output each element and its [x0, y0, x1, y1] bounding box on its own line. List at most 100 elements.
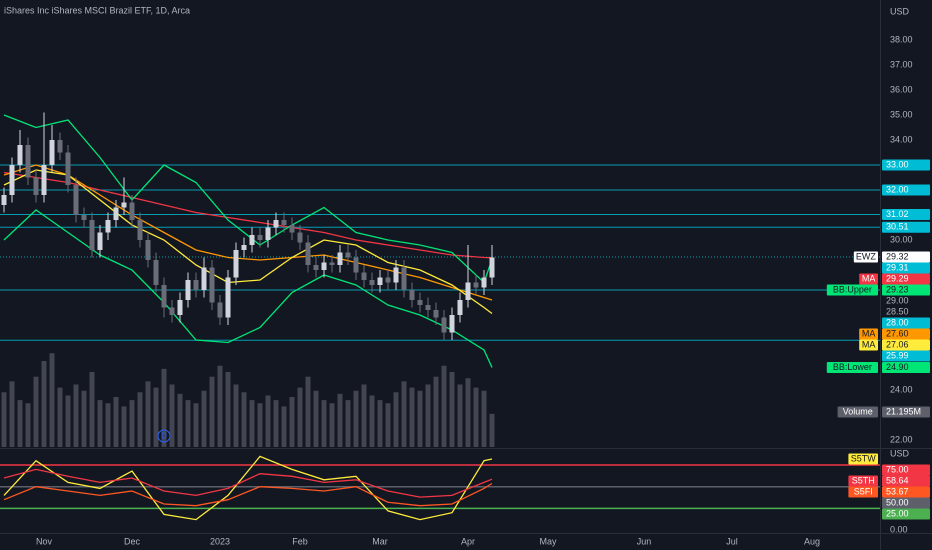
candle-body	[457, 300, 463, 315]
volume-bar	[201, 390, 207, 447]
label-name: MA	[862, 328, 876, 338]
candle-body	[145, 240, 151, 260]
price-label: 27.06	[886, 339, 909, 349]
volume-bar	[105, 403, 111, 447]
volume-bar	[417, 390, 423, 447]
volume-bar	[97, 400, 103, 447]
axis-unit: USD	[890, 6, 910, 16]
price-label: 29.29	[886, 273, 909, 283]
candle-body	[73, 185, 79, 215]
x-tick-label: Feb	[292, 536, 308, 546]
y-tick-label: 38.00	[890, 34, 913, 44]
candle-body	[401, 267, 407, 290]
volume-bar	[401, 381, 407, 447]
candle-body	[393, 267, 399, 283]
volume-bar	[249, 400, 255, 447]
price-label: 29.23	[886, 284, 909, 294]
volume-bar	[65, 395, 71, 447]
volume-bar	[89, 371, 95, 447]
y-tick-label: 24.00	[890, 384, 913, 394]
volume-bar	[441, 365, 447, 447]
candle-body	[25, 145, 31, 178]
price-label: 50.00	[886, 497, 909, 507]
label-name: MA	[862, 273, 876, 283]
volume-bar	[137, 392, 143, 447]
label-name-box	[859, 339, 878, 351]
volume-bar	[161, 368, 167, 447]
candle-body	[121, 202, 127, 208]
x-tick-label: Dec	[124, 536, 141, 546]
price-label-box	[882, 251, 930, 263]
price-label: 29.31	[886, 262, 909, 272]
price-label-box	[882, 362, 930, 373]
volume-bar	[449, 371, 455, 447]
price-label-box	[882, 508, 930, 520]
volume-bar	[369, 395, 375, 447]
volume-bar	[185, 400, 191, 447]
price-label: 24.90	[886, 362, 909, 372]
candle-body	[265, 227, 271, 240]
axis-unit: USD	[890, 448, 910, 458]
price-label: 33.00	[886, 159, 909, 169]
volume-bar	[57, 387, 63, 447]
y-tick-label: 34.00	[890, 134, 913, 144]
price-label-box	[882, 209, 930, 220]
volume-bar	[385, 403, 391, 447]
volume-bar	[393, 392, 399, 447]
price-label: 58.64	[886, 475, 909, 485]
candle-body	[369, 280, 375, 285]
candle-body	[9, 165, 15, 195]
price-label: 27.60	[886, 328, 909, 338]
volume-bar	[265, 395, 271, 447]
candle-body	[81, 215, 87, 220]
candle-body	[329, 262, 335, 265]
label-name: BB:Upper	[833, 284, 872, 294]
volume-bar	[433, 376, 439, 447]
volume-bar	[473, 387, 479, 447]
volume-bar	[225, 371, 231, 447]
price-label: 28.50	[886, 306, 909, 316]
price-label: 32.00	[886, 184, 909, 194]
candle-body	[193, 280, 199, 290]
label-name: S5FI	[854, 486, 873, 496]
volume-bar	[345, 400, 351, 447]
candle-body	[57, 140, 63, 153]
volume-bar	[153, 387, 159, 447]
x-tick-label: Jul	[726, 536, 738, 546]
volume-bar	[481, 390, 487, 447]
candle-body	[201, 267, 207, 290]
candle-body	[89, 220, 95, 250]
volume-bar	[177, 393, 183, 447]
volume-bar	[233, 384, 239, 447]
price-label-box	[882, 284, 930, 296]
x-tick-label: Apr	[461, 536, 475, 546]
candle-body	[33, 177, 39, 195]
label-name-box	[848, 475, 878, 487]
label-name-box	[848, 453, 878, 465]
y-tick-label: 0.00	[890, 524, 908, 534]
price-label: 53.67	[886, 486, 909, 496]
candle-body	[297, 232, 303, 243]
volume-bar	[273, 400, 279, 447]
candle-body	[153, 260, 159, 285]
label-name: BB:Lower	[833, 362, 872, 372]
volume-bar	[73, 384, 79, 447]
price-label-box	[882, 339, 930, 351]
label-name-box	[853, 251, 878, 263]
price-label: 25.99	[886, 350, 909, 360]
volume-bar	[241, 392, 247, 447]
candle-body	[185, 280, 191, 300]
candle-body	[361, 272, 367, 280]
indicator-line	[3, 169, 493, 315]
candle-body	[281, 220, 287, 225]
label-name: EWZ	[856, 251, 876, 261]
candle-body	[41, 165, 47, 195]
x-tick-label: Jun	[637, 536, 652, 546]
candle-body	[377, 277, 383, 285]
price-label: 28.00	[886, 317, 909, 327]
candle-body	[249, 235, 255, 245]
x-tick-label: Aug	[804, 536, 820, 546]
candle-body	[65, 152, 71, 185]
y-tick-label: 37.00	[890, 59, 913, 69]
